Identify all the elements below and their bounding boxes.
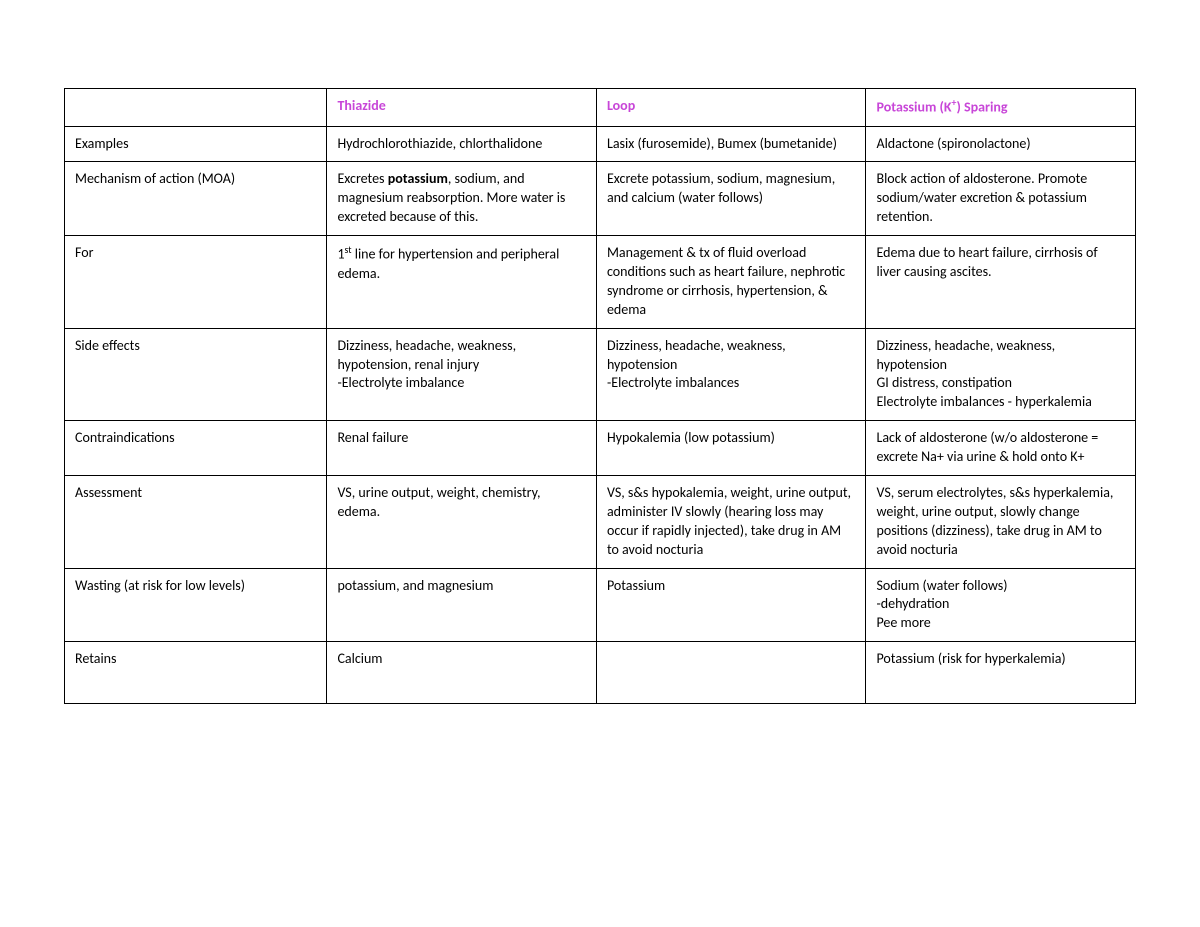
row-label-retains: Retains: [65, 642, 327, 704]
cell-retains-thiazide: Calcium: [327, 642, 597, 704]
table-row: Side effects Dizziness, headache, weakne…: [65, 328, 1136, 421]
header-blank: [65, 89, 327, 127]
cell-examples-loop: Lasix (furosemide), Bumex (bumetanide): [596, 126, 866, 162]
row-label-wasting: Wasting (at risk for low levels): [65, 568, 327, 642]
row-label-for: For: [65, 236, 327, 329]
table-row: Examples Hydrochlorothiazide, chlorthali…: [65, 126, 1136, 162]
header-ksparing: Potassium (K+) Sparing: [866, 89, 1136, 127]
cell-assessment-loop: VS, s&s hypokalemia, weight, urine outpu…: [596, 476, 866, 569]
cell-contraindications-ksparing: Lack of aldosterone (w/o aldosterone = e…: [866, 421, 1136, 476]
cell-for-ksparing: Edema due to heart failure, cirrhosis of…: [866, 236, 1136, 329]
cell-assessment-ksparing: VS, serum electrolytes, s&s hyperkalemia…: [866, 476, 1136, 569]
row-label-contraindications: Contraindications: [65, 421, 327, 476]
cell-for-thiazide: 1st line for hypertension and peripheral…: [327, 236, 597, 329]
cell-wasting-ksparing: Sodium (water follows)-dehydrationPee mo…: [866, 568, 1136, 642]
table-row: Mechanism of action (MOA) Excretes potas…: [65, 162, 1136, 236]
cell-wasting-thiazide: potassium, and magnesium: [327, 568, 597, 642]
cell-retains-ksparing: Potassium (risk for hyperkalemia): [866, 642, 1136, 704]
row-label-examples: Examples: [65, 126, 327, 162]
diuretics-comparison-table: Thiazide Loop Potassium (K+) Sparing Exa…: [64, 88, 1136, 704]
table-row: Contraindications Renal failure Hypokale…: [65, 421, 1136, 476]
row-label-assessment: Assessment: [65, 476, 327, 569]
header-thiazide: Thiazide: [327, 89, 597, 127]
cell-wasting-loop: Potassium: [596, 568, 866, 642]
cell-moa-thiazide: Excretes potassium, sodium, and magnesiu…: [327, 162, 597, 236]
cell-side-effects-ksparing: Dizziness, headache, weakness, hypotensi…: [866, 328, 1136, 421]
row-label-side-effects: Side effects: [65, 328, 327, 421]
cell-side-effects-loop: Dizziness, headache, weakness, hypotensi…: [596, 328, 866, 421]
table-row: Retains Calcium Potassium (risk for hype…: [65, 642, 1136, 704]
cell-examples-thiazide: Hydrochlorothiazide, chlorthalidone: [327, 126, 597, 162]
header-loop: Loop: [596, 89, 866, 127]
table-row: For 1st line for hypertension and periph…: [65, 236, 1136, 329]
cell-for-loop: Management & tx of fluid overload condit…: [596, 236, 866, 329]
cell-moa-ksparing: Block action of aldosterone. Promote sod…: [866, 162, 1136, 236]
row-label-moa: Mechanism of action (MOA): [65, 162, 327, 236]
table-row: Assessment VS, urine output, weight, che…: [65, 476, 1136, 569]
cell-assessment-thiazide: VS, urine output, weight, chemistry, ede…: [327, 476, 597, 569]
cell-moa-loop: Excrete potassium, sodium, magnesium, an…: [596, 162, 866, 236]
table-row: Wasting (at risk for low levels) potassi…: [65, 568, 1136, 642]
cell-examples-ksparing: Aldactone (spironolactone): [866, 126, 1136, 162]
cell-contraindications-loop: Hypokalemia (low potassium): [596, 421, 866, 476]
cell-retains-loop: [596, 642, 866, 704]
cell-side-effects-thiazide: Dizziness, headache, weakness, hypotensi…: [327, 328, 597, 421]
table-header-row: Thiazide Loop Potassium (K+) Sparing: [65, 89, 1136, 127]
cell-contraindications-thiazide: Renal failure: [327, 421, 597, 476]
